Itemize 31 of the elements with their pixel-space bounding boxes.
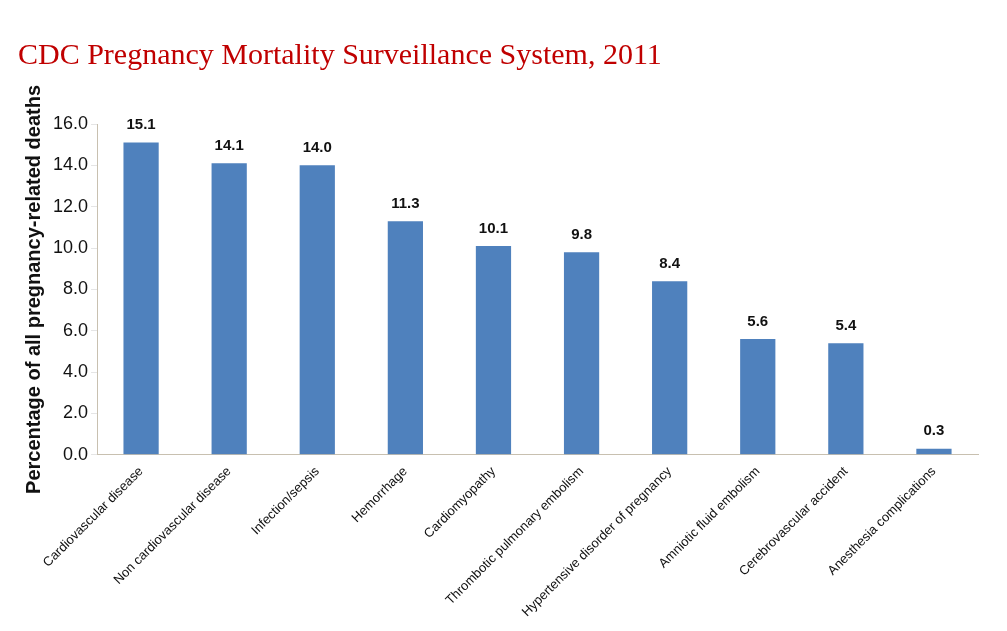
bar xyxy=(916,448,952,455)
y-tick-label: 12.0 xyxy=(52,195,89,216)
bar xyxy=(652,281,688,455)
data-label: 14.0 xyxy=(302,138,332,155)
bar xyxy=(387,221,423,455)
data-label: 10.1 xyxy=(478,218,509,236)
data-label: 8.4 xyxy=(659,253,681,271)
y-tick-label: 2.0 xyxy=(63,402,89,423)
bar xyxy=(299,165,335,455)
y-tick-label: 4.0 xyxy=(63,361,89,382)
data-label: 5.6 xyxy=(747,311,769,329)
data-label: 5.4 xyxy=(835,315,857,333)
data-label: 0.3 xyxy=(923,421,945,439)
bar xyxy=(828,343,864,455)
y-axis-title: Percentage of all pregnancy-related deaths xyxy=(21,84,44,494)
bar xyxy=(563,252,600,455)
data-label: 9.8 xyxy=(571,224,592,242)
y-tick-label: 16.0 xyxy=(52,112,89,133)
data-label: 15.1 xyxy=(126,115,156,133)
data-label: 11.3 xyxy=(391,193,420,211)
bar xyxy=(211,163,247,455)
y-tick-label: 10.0 xyxy=(52,237,89,258)
data-label: 14.1 xyxy=(214,135,244,153)
bar xyxy=(740,339,776,455)
bar xyxy=(475,246,512,455)
chart-title: CDC Pregnancy Mortality Surveillance System, 2011 xyxy=(18,36,662,70)
y-tick-label: 8.0 xyxy=(63,278,89,299)
y-tick-label: 14.0 xyxy=(52,154,89,175)
y-tick-label: 0.0 xyxy=(63,443,89,464)
y-tick-label: 6.0 xyxy=(63,319,89,340)
bar xyxy=(123,142,159,455)
